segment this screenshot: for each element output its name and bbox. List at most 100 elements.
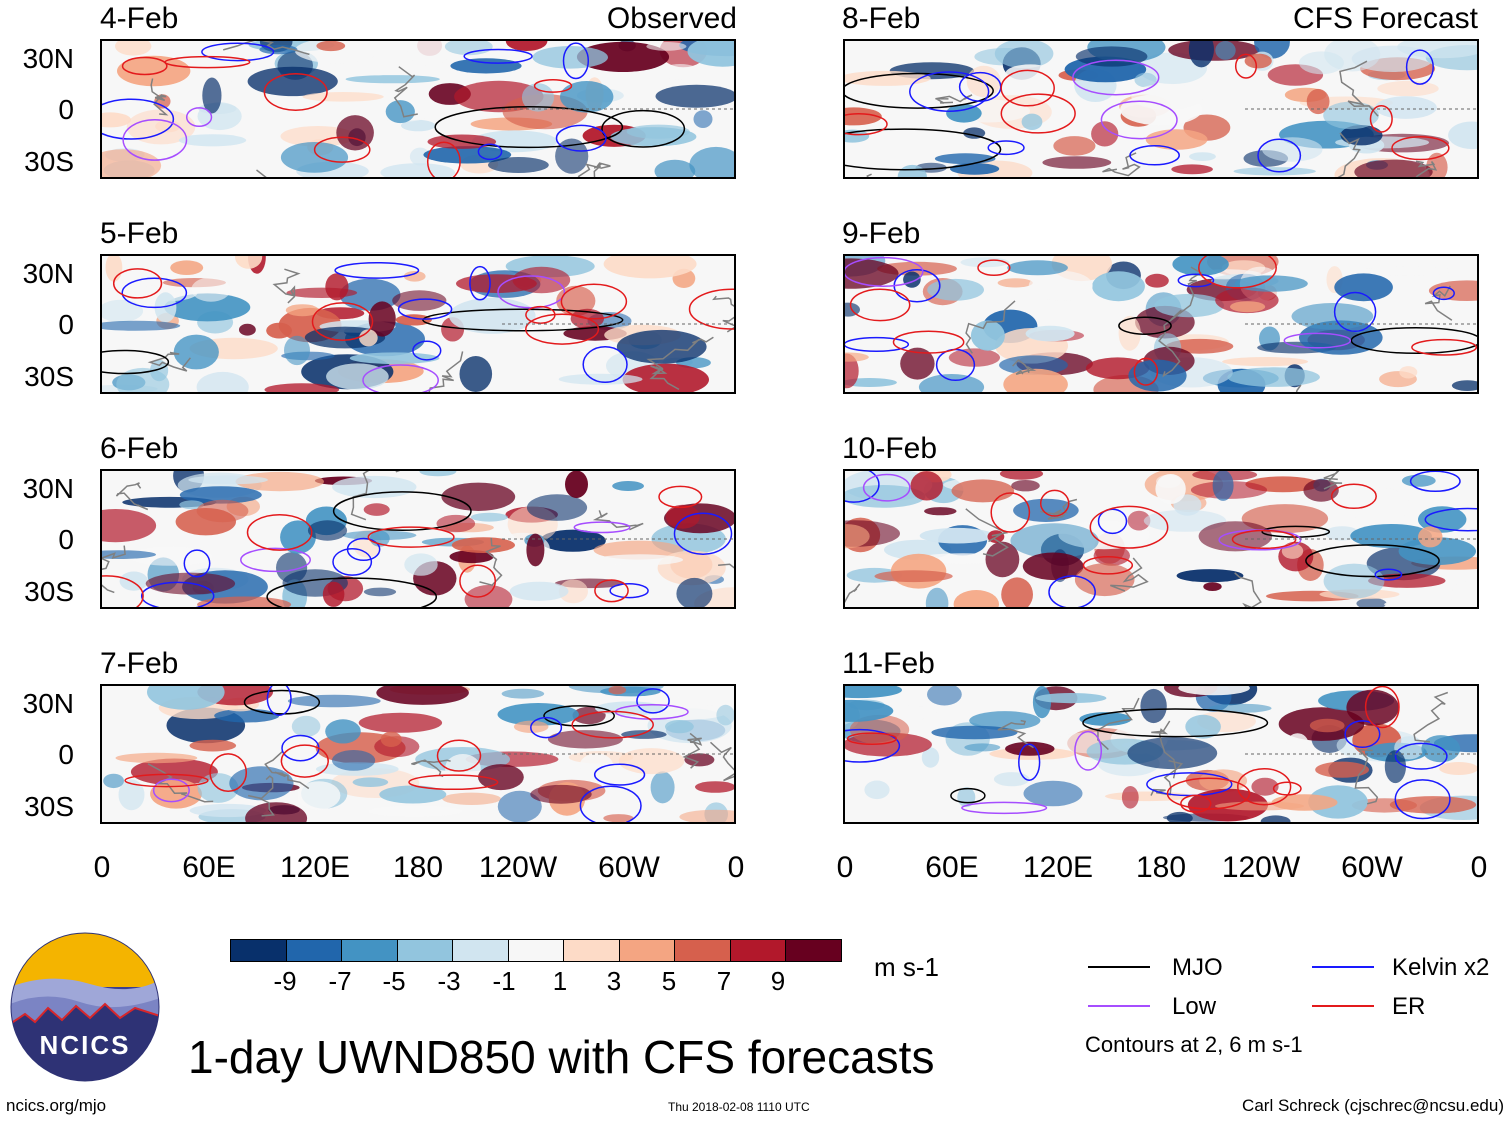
- contour-kelvin-x2: [1344, 720, 1381, 749]
- anomaly-region: [505, 41, 548, 51]
- anomaly-region: [1241, 504, 1329, 534]
- contour-er: [246, 513, 313, 551]
- anomaly-region: [444, 41, 493, 56]
- anomaly-region: [179, 500, 204, 510]
- lat-tick-label: 0: [58, 524, 74, 555]
- anomaly-region: [1354, 159, 1433, 177]
- anomaly-region: [302, 256, 338, 266]
- website-link[interactable]: ncics.org/mjo: [6, 1096, 107, 1115]
- anomaly-region: [618, 748, 685, 775]
- anomaly-region: [153, 598, 180, 607]
- anomaly-region: [1286, 733, 1309, 755]
- anomaly-region: [404, 553, 438, 576]
- coastline: [264, 751, 310, 790]
- anomaly-region: [924, 507, 957, 516]
- anomaly-region: [117, 55, 191, 87]
- anomaly-region: [679, 809, 734, 822]
- lat-tick-label: 30N: [22, 688, 74, 719]
- anomaly-region: [897, 164, 927, 177]
- anomaly-region: [874, 570, 953, 583]
- lon-tick-label: 120W: [1221, 851, 1301, 884]
- contour-kelvin-x2: [562, 42, 590, 80]
- contour-kelvin-x2: [530, 716, 563, 739]
- anomaly-region: [325, 719, 361, 744]
- anomaly-region: [918, 374, 985, 392]
- contour-kelvin-x2: [845, 471, 880, 503]
- contour-er: [571, 710, 654, 739]
- anomaly-region: [147, 686, 225, 710]
- anomaly-region: [558, 579, 588, 604]
- anomaly-region: [1377, 80, 1439, 97]
- contour-er: [846, 732, 897, 746]
- contour-er: [1089, 505, 1169, 549]
- contour-er: [112, 268, 163, 299]
- contour-kelvin-x2: [463, 48, 533, 64]
- contour-mjo: [1305, 544, 1440, 578]
- anomaly-region: [1155, 474, 1186, 504]
- lat-tick-label: 30N: [22, 43, 74, 74]
- contour-low: [185, 107, 213, 128]
- anomaly-region: [450, 58, 522, 74]
- colorbar-swatch: [564, 940, 620, 961]
- anomaly-region: [102, 299, 144, 323]
- anomaly-region: [1178, 686, 1250, 696]
- anomaly-region: [1230, 301, 1266, 313]
- anomaly-region: [401, 119, 436, 132]
- anomaly-region: [1093, 545, 1130, 566]
- anomaly-region: [1092, 271, 1145, 302]
- contour-levels-note: Contours at 2, 6 m s-1: [1085, 1032, 1303, 1057]
- contour-er: [313, 136, 371, 163]
- coastline: [845, 583, 861, 604]
- anomaly-region: [910, 471, 943, 501]
- contour-kelvin-x2: [1424, 507, 1477, 532]
- anomaly-region: [392, 290, 447, 311]
- map-panel: [100, 39, 736, 179]
- coastline: [147, 763, 214, 803]
- panel-title: 5-Feb: [100, 217, 179, 250]
- lat-tick-label: 30S: [24, 361, 74, 392]
- anomaly-region: [572, 706, 606, 725]
- anomaly-region: [845, 352, 869, 362]
- lat-tick-label: 30S: [24, 576, 74, 607]
- contour-er: [594, 579, 629, 603]
- contour-mjo: [1082, 708, 1269, 738]
- map-field: [102, 471, 734, 607]
- author-credit: Carl Schreck (cjschrec@ncsu.edu): [1242, 1096, 1504, 1115]
- legend-label-mjo: MJO: [1172, 954, 1223, 981]
- panel-title: 6-Feb: [100, 432, 179, 465]
- ncics-logo: NCICS: [10, 932, 160, 1082]
- anomaly-region: [359, 329, 378, 347]
- anomaly-region: [1368, 573, 1446, 588]
- anomaly-region: [380, 731, 402, 747]
- contour-kelvin-x2: [673, 512, 733, 555]
- anomaly-region: [349, 352, 440, 364]
- anomaly-region: [1212, 471, 1234, 501]
- anomaly-region: [302, 92, 384, 102]
- contour-low: [845, 256, 924, 287]
- lat-tick-label: 30S: [24, 146, 74, 177]
- contour-kelvin-x2: [1177, 273, 1215, 288]
- anomaly-region: [379, 785, 447, 804]
- anomaly-region: [509, 581, 569, 601]
- anomaly-region: [948, 348, 1000, 367]
- anomaly-region: [1418, 506, 1467, 533]
- anomaly-region: [1127, 737, 1218, 770]
- anomaly-region: [280, 520, 316, 554]
- anomaly-region: [1005, 64, 1056, 82]
- anomaly-region: [558, 373, 643, 385]
- legend-label-er: ER: [1392, 993, 1426, 1020]
- anomaly-region: [1306, 88, 1330, 115]
- anomaly-region: [927, 686, 962, 706]
- contour-kelvin-x2: [397, 298, 453, 320]
- contour-er: [849, 288, 911, 322]
- coastline: [935, 94, 973, 104]
- anomaly-region: [612, 481, 644, 491]
- contour-er: [459, 564, 497, 598]
- anomaly-region: [102, 112, 131, 128]
- anomaly-region: [464, 585, 513, 607]
- map-panel: [100, 684, 736, 824]
- anomaly-region: [1028, 270, 1093, 301]
- anomaly-region: [285, 304, 319, 317]
- panel-title: 11-Feb: [842, 647, 935, 680]
- contour-mjo: [102, 349, 170, 375]
